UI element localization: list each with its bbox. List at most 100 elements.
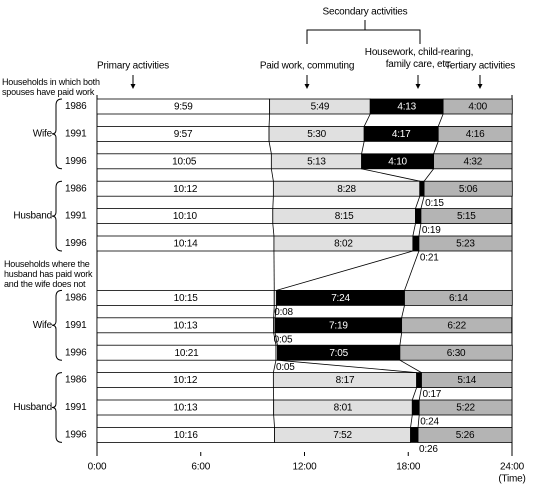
connector xyxy=(276,250,413,291)
subgroup-label: Husband xyxy=(13,402,52,413)
y-tick-label: 1996 xyxy=(65,347,87,358)
y-tick-label: 1996 xyxy=(65,238,87,249)
bar-segment xyxy=(401,317,513,334)
value-label: 7:19 xyxy=(329,320,348,331)
bar-segment xyxy=(423,180,513,197)
value-label: 4:13 xyxy=(397,102,416,113)
value-label: 5:23 xyxy=(456,239,475,250)
group-title: Households where the husband has paid wo… xyxy=(4,259,93,289)
value-label: 5:06 xyxy=(459,184,478,195)
value-label: 0:19 xyxy=(422,225,441,236)
value-label: 8:01 xyxy=(334,403,353,414)
value-label: 10:14 xyxy=(173,239,198,250)
bar-segment xyxy=(442,98,513,115)
y-tick-label: 1996 xyxy=(65,430,87,441)
y-tick-label: 1986 xyxy=(65,375,87,386)
value-label: 7:52 xyxy=(333,430,352,441)
value-label: 0:15 xyxy=(425,198,444,209)
value-label: 4:10 xyxy=(388,156,407,167)
brace xyxy=(51,98,63,170)
value-label: 9:57 xyxy=(174,129,193,140)
connector xyxy=(363,113,371,127)
value-label: 9:59 xyxy=(174,102,193,113)
value-label: 5:15 xyxy=(457,211,476,222)
value-label: 7:24 xyxy=(331,293,350,304)
value-label: 10:05 xyxy=(172,156,197,167)
value-label: 5:13 xyxy=(307,156,326,167)
connector xyxy=(411,387,417,401)
connector xyxy=(274,332,278,346)
value-label: 8:15 xyxy=(335,211,354,222)
value-label: 0:08 xyxy=(274,307,293,318)
connector xyxy=(417,414,420,428)
connector xyxy=(277,359,417,373)
value-label: 4:17 xyxy=(392,129,411,140)
legend-label: Primary activities xyxy=(97,61,169,72)
brace xyxy=(51,180,63,252)
arrow-head xyxy=(304,84,310,89)
x-tick-label: 12:00 xyxy=(292,462,317,473)
connector xyxy=(418,387,422,401)
value-label: 0:21 xyxy=(420,253,439,264)
connector xyxy=(272,196,274,209)
bar-segment xyxy=(419,180,425,197)
brace xyxy=(51,289,63,361)
bar-segment xyxy=(437,126,513,142)
brace xyxy=(51,372,63,443)
bar-segment xyxy=(418,399,513,416)
group-title: Households in which both spouses have pa… xyxy=(2,77,100,97)
connector xyxy=(268,141,272,154)
bracket xyxy=(306,29,421,44)
value-label: 0:05 xyxy=(274,334,293,345)
legend-label: Housework, child-rearing, family care, e… xyxy=(364,47,474,70)
value-label: 10:10 xyxy=(173,211,198,222)
y-tick-label: 1991 xyxy=(65,402,87,413)
bar-segment xyxy=(418,235,513,252)
arrow-head xyxy=(415,84,421,89)
value-label: 4:32 xyxy=(463,156,482,167)
connector xyxy=(274,305,277,318)
x-tick-label: 24:00 xyxy=(500,462,525,473)
value-label: 7:05 xyxy=(329,348,348,359)
value-label: 8:02 xyxy=(334,239,353,250)
value-label: 6:22 xyxy=(447,320,466,331)
bar-segment xyxy=(404,289,513,306)
connector xyxy=(420,196,425,209)
value-label: 10:15 xyxy=(174,293,199,304)
x-tick-label: 6:00 xyxy=(191,462,210,473)
y-tick-label: 1996 xyxy=(65,156,87,167)
bar-segment xyxy=(420,208,513,225)
connector xyxy=(401,305,405,318)
connector xyxy=(268,113,271,127)
arrow-head xyxy=(477,84,483,89)
value-label: 0:24 xyxy=(420,417,439,428)
y-tick-label: 1991 xyxy=(65,129,87,140)
connector xyxy=(273,305,275,318)
connector xyxy=(273,332,277,346)
bar-segment xyxy=(417,426,513,443)
connector xyxy=(423,168,434,182)
subgroup-label: Wife xyxy=(33,320,53,331)
subgroup-label: Wife xyxy=(33,129,53,140)
connector xyxy=(404,250,420,291)
connector xyxy=(399,332,403,346)
connector xyxy=(433,141,439,154)
value-label: 4:00 xyxy=(468,102,487,113)
secondary-label: Secondary activities xyxy=(323,7,408,18)
value-label: 5:49 xyxy=(311,102,330,113)
value-label: 10:13 xyxy=(173,320,198,331)
x-tick-label: 18:00 xyxy=(396,462,421,473)
value-label: 8:28 xyxy=(337,184,356,195)
value-label: 0:17 xyxy=(423,389,442,400)
bar-segment xyxy=(415,208,422,225)
value-label: 5:22 xyxy=(456,403,475,414)
connector xyxy=(273,414,275,428)
value-label: 5:14 xyxy=(457,375,476,386)
y-tick-label: 1986 xyxy=(65,293,87,304)
connector xyxy=(437,113,444,127)
bar-segment xyxy=(399,344,513,361)
value-label: 0:05 xyxy=(276,362,295,373)
value-label: 10:12 xyxy=(173,184,198,195)
